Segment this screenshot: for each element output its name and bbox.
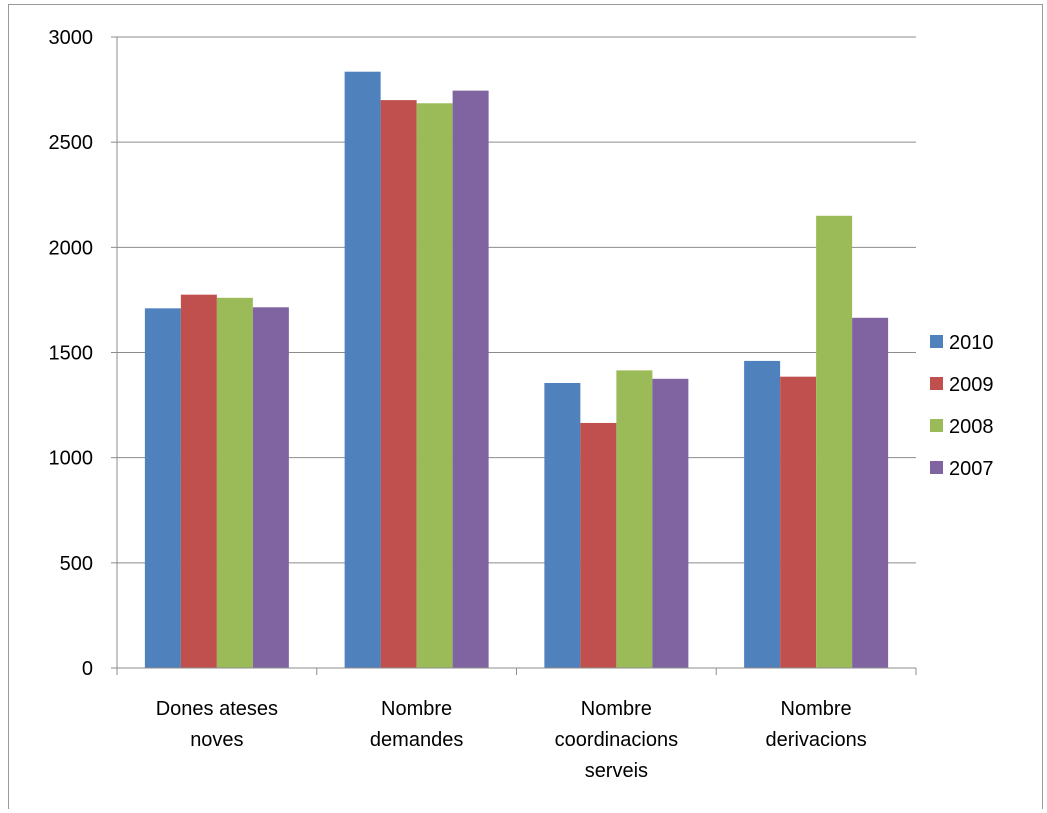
legend-label-2010: 2010 — [949, 332, 994, 354]
y-tick-label: 2500 — [49, 132, 94, 154]
legend-label-2009: 2009 — [949, 374, 994, 396]
x-category-label: coordinacions — [555, 729, 678, 751]
y-tick-label: 1500 — [49, 343, 94, 365]
y-tick-label: 3000 — [49, 27, 94, 49]
x-category-label: demandes — [370, 729, 463, 751]
legend-label-2008: 2008 — [949, 416, 994, 438]
bar-2009-2 — [580, 422, 617, 668]
x-category-label: derivacions — [766, 729, 867, 751]
y-tick-label: 2000 — [49, 237, 94, 259]
bar-2008-0 — [216, 297, 253, 668]
bar-2010-3 — [744, 360, 781, 668]
bar-2008-1 — [416, 103, 453, 668]
y-tick-label: 1000 — [49, 448, 94, 470]
bar-2007-1 — [452, 90, 489, 668]
x-category-label: noves — [190, 729, 243, 751]
y-tick-label: 0 — [82, 658, 93, 680]
bar-2010-0 — [144, 308, 181, 668]
bar-2009-1 — [380, 100, 417, 669]
bar-2007-0 — [252, 307, 289, 668]
x-category-label: Nombre — [381, 698, 452, 720]
bars — [144, 71, 889, 669]
legend-swatch-2008 — [930, 419, 943, 432]
legend-swatch-2007 — [930, 461, 943, 474]
legend-label-2007: 2007 — [949, 458, 994, 480]
legend: 2010 2009 2008 2007 — [930, 332, 994, 480]
bar-2010-1 — [344, 71, 381, 668]
x-category-label: Dones ateses — [156, 698, 278, 720]
bar-2007-2 — [652, 378, 689, 668]
bar-2008-2 — [616, 370, 653, 668]
legend-swatch-2010 — [930, 335, 943, 348]
y-axis-tick-labels: 0 500 1000 1500 2000 2500 3000 — [49, 27, 94, 680]
x-category-label: Nombre — [581, 698, 652, 720]
bar-2008-3 — [816, 215, 853, 669]
x-category-label: Nombre — [781, 698, 852, 720]
bar-2009-3 — [780, 376, 817, 668]
bar-2007-3 — [852, 317, 889, 668]
bar-2009-0 — [180, 294, 217, 668]
y-tick-label: 500 — [60, 553, 93, 575]
x-axis-category-labels: Dones ateses noves Nombre demandes Nombre coo… — [156, 698, 867, 782]
axes — [111, 36, 917, 675]
x-category-label: serveis — [585, 760, 648, 782]
legend-swatch-2009 — [930, 377, 943, 390]
bar-2010-2 — [544, 382, 581, 668]
